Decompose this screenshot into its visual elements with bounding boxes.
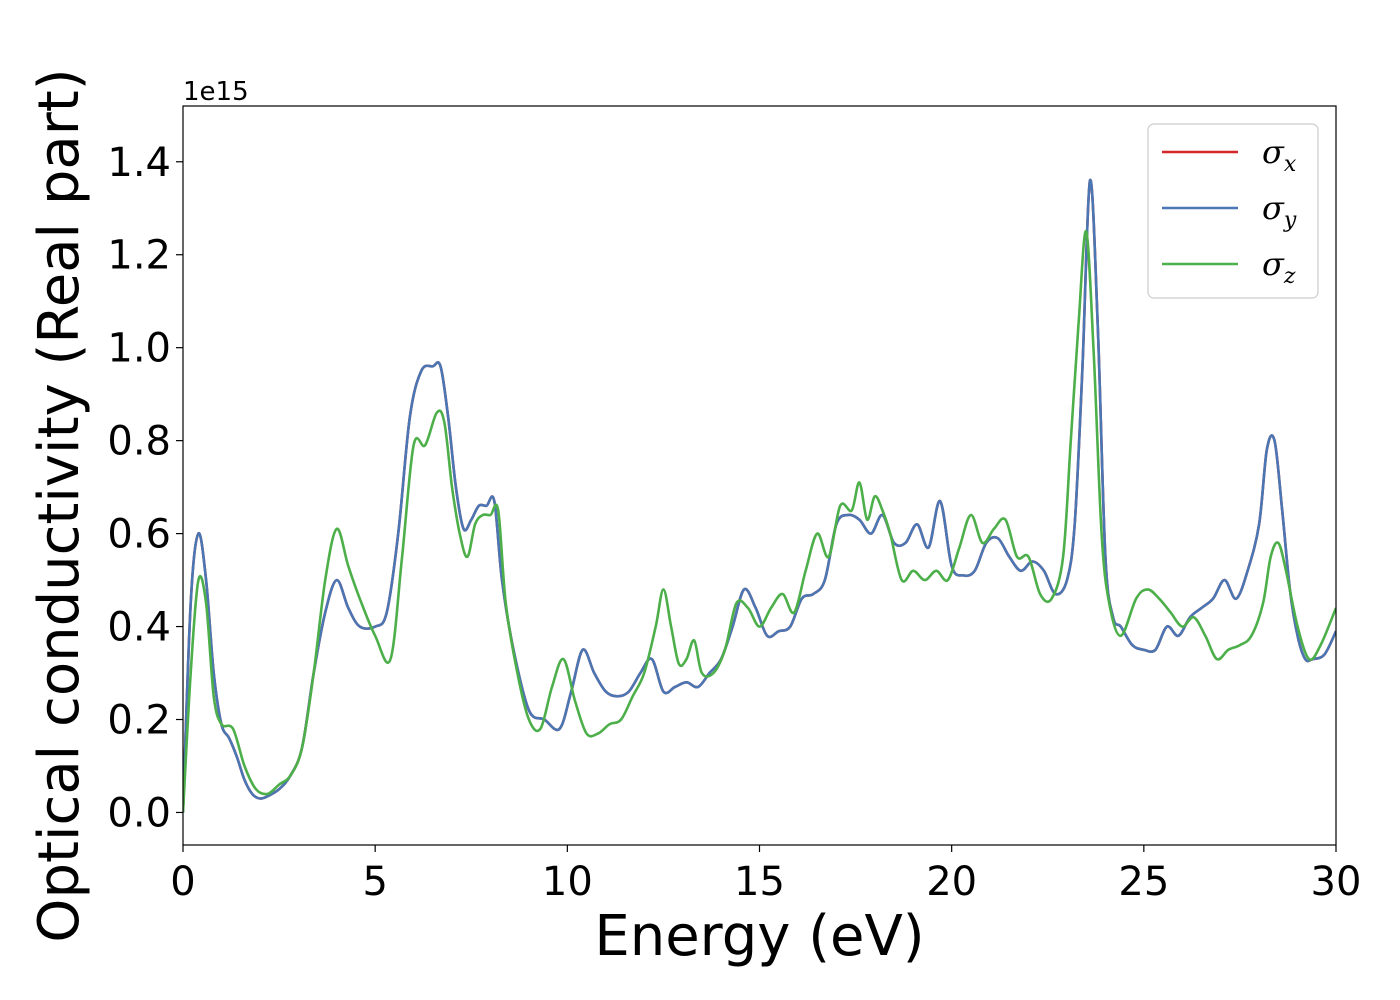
- x-tick-label: 5: [362, 859, 387, 905]
- y-tick-label: 0.6: [107, 512, 171, 558]
- x-tick-label: 30: [1311, 859, 1362, 905]
- y-tick-label: 0.8: [107, 419, 171, 465]
- y-tick-label: 0.2: [107, 698, 171, 744]
- series-line-z: [183, 230, 1336, 813]
- x-axis-label: Energy (eV): [594, 904, 924, 969]
- series-line-y: [183, 178, 1336, 813]
- x-tick-label: 0: [170, 859, 195, 905]
- legend-entry-y: σy: [1262, 189, 1297, 233]
- legend-box: [1147, 123, 1319, 299]
- x-tick-label: 10: [542, 859, 593, 905]
- legend-entry-x: σx: [1262, 133, 1297, 177]
- y-axis: 0.0 0.2 0.4 0.6 0.8 1.0 1.2 1.4: [107, 140, 183, 836]
- y-axis-label: Optical conductivity (Real part): [27, 68, 92, 942]
- legend: σx σy σz: [1147, 123, 1319, 299]
- x-tick-label: 15: [734, 859, 785, 905]
- x-axis: 0 5 10 15 20 25 30: [170, 845, 1361, 905]
- y-tick-label: 0.0: [107, 790, 171, 836]
- plot-lines: [183, 178, 1336, 813]
- y-tick-label: 1.4: [107, 140, 171, 186]
- y-tick-label: 0.4: [107, 605, 171, 651]
- y-tick-label: 1.2: [107, 233, 171, 279]
- x-tick-label: 25: [1118, 859, 1169, 905]
- y-offset-text: 1e15: [183, 77, 249, 107]
- y-tick-label: 1.0: [107, 326, 171, 372]
- legend-entry-z: σz: [1262, 245, 1296, 289]
- x-tick-label: 20: [926, 859, 977, 905]
